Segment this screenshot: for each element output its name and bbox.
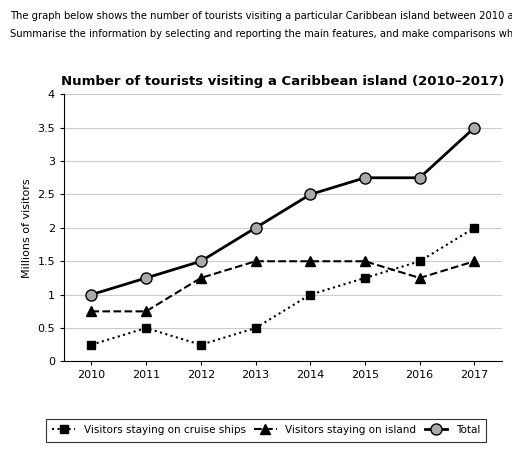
Title: Number of tourists visiting a Caribbean island (2010–2017): Number of tourists visiting a Caribbean … (61, 75, 504, 88)
Legend: Visitors staying on cruise ships, Visitors staying on island, Total: Visitors staying on cruise ships, Visito… (46, 419, 486, 441)
Y-axis label: Millions of visitors: Millions of visitors (22, 178, 32, 277)
Text: The graph below shows the number of tourists visiting a particular Caribbean isl: The graph below shows the number of tour… (10, 11, 512, 21)
Text: Summarise the information by selecting and reporting the main features, and make: Summarise the information by selecting a… (10, 29, 512, 39)
